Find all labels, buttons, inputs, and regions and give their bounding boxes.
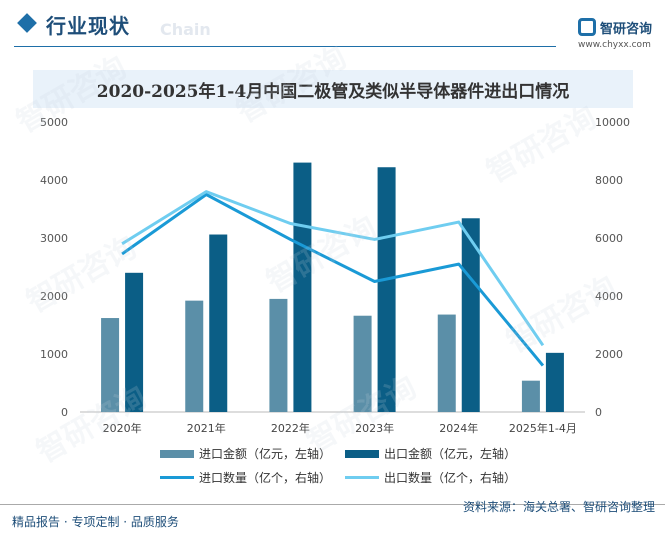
footer-divider xyxy=(0,504,665,505)
y-right-tick-label: 2000 xyxy=(595,348,623,361)
logo-url: www.chyxx.com xyxy=(578,40,651,50)
y-right-tick-label: 10000 xyxy=(595,116,630,129)
export-amount-bar xyxy=(461,218,480,412)
x-tick-label: 2021年 xyxy=(187,421,226,435)
export-amount-bar xyxy=(545,352,564,412)
import-amount-bar xyxy=(437,314,456,412)
section-title: 行业现状 xyxy=(46,14,130,38)
export-amount-bar xyxy=(377,167,396,412)
export-amount-bar xyxy=(209,234,228,412)
x-tick-label: 2022年 xyxy=(271,421,310,435)
header-divider xyxy=(14,46,556,47)
x-tick-label: 2023年 xyxy=(355,421,394,435)
y-right-tick-label: 4000 xyxy=(595,290,623,303)
import-amount-bar xyxy=(521,380,540,412)
legend-item-export-amount: 出口金额（亿元，左轴） xyxy=(345,445,516,462)
y-left-tick-label: 0 xyxy=(61,406,68,419)
import-amount-bar xyxy=(101,318,120,412)
x-tick-label: 2020年 xyxy=(103,421,142,435)
import-qty-line xyxy=(121,193,545,367)
export-amount-bar xyxy=(293,162,312,412)
y-left-tick-label: 3000 xyxy=(40,232,68,245)
section-header: 行业现状 Chain 智研咨询 www.chyxx.com xyxy=(0,0,665,50)
legend-item-import-amount: 进口金额（亿元，左轴） xyxy=(160,445,331,462)
x-tick-label: 2024年 xyxy=(439,421,478,435)
legend-item-export-qty: 出口数量（亿个，右轴） xyxy=(345,469,516,486)
legend-label: 出口数量（亿个，右轴） xyxy=(384,471,517,485)
source-note: 资料来源：海关总署、智研咨询整理 xyxy=(462,500,655,514)
chart-title: 2020-2025年1-4月中国二极管及类似半导体器件进出口情况 xyxy=(96,82,570,102)
logo-name: 智研咨询 xyxy=(600,22,653,37)
y-left-tick-label: 1000 xyxy=(40,348,68,361)
legend-label: 出口金额（亿元，左轴） xyxy=(384,447,517,461)
x-tick-label: 2025年1-4月 xyxy=(509,421,577,435)
y-left-tick-label: 5000 xyxy=(40,116,68,129)
export-qty-line xyxy=(121,190,545,347)
legend-swatch xyxy=(345,449,379,458)
y-left-tick-label: 4000 xyxy=(40,174,68,187)
logo-icon xyxy=(578,18,596,36)
y-right-tick-label: 8000 xyxy=(595,174,623,187)
legend-swatch xyxy=(345,476,379,479)
legend-label: 进口金额（亿元，左轴） xyxy=(199,447,332,461)
legend-item-import-qty: 进口数量（亿个，右轴） xyxy=(160,469,331,486)
y-left-tick-label: 2000 xyxy=(40,290,68,303)
export-amount-bar xyxy=(125,272,144,412)
legend-swatch xyxy=(160,476,194,479)
legend-swatch xyxy=(160,449,194,458)
import-amount-bar xyxy=(269,298,288,412)
title-band xyxy=(33,70,633,108)
legend-label: 进口数量（亿个，右轴） xyxy=(199,471,332,485)
section-watermark: Chain xyxy=(160,20,211,39)
y-right-tick-label: 0 xyxy=(595,406,602,419)
y-right-tick-label: 6000 xyxy=(595,232,623,245)
footer-slogan: 精品报告 · 专项定制 · 品质服务 xyxy=(12,515,179,529)
import-amount-bar xyxy=(185,300,204,412)
import-amount-bar xyxy=(353,315,372,412)
